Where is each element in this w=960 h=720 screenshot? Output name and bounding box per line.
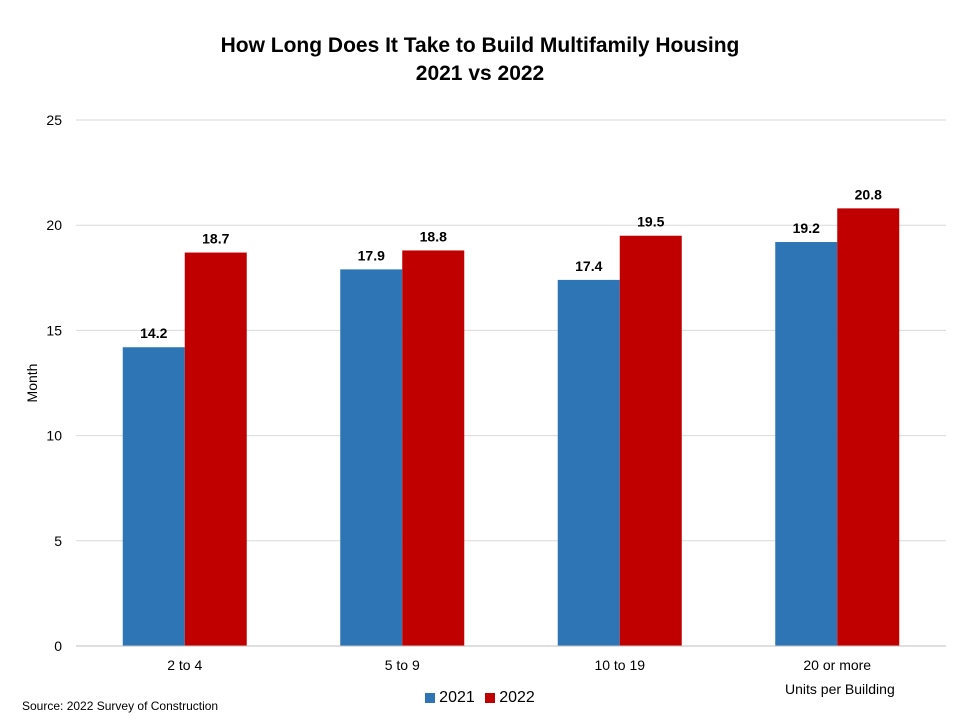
data-label: 14.2 [140, 325, 167, 341]
chart-title-line2: 2021 vs 2022 [415, 62, 545, 85]
chart-title-line1: How Long Does It Take to Build Multifami… [220, 34, 740, 57]
data-label: 18.8 [420, 228, 447, 244]
legend: 2021 2022 [0, 689, 960, 708]
legend-swatch-2022 [485, 693, 496, 703]
bar-2022 [402, 250, 465, 646]
data-label: 19.5 [637, 214, 664, 230]
y-tick-label: 10 [46, 428, 62, 444]
x-tick-label: 10 to 19 [594, 657, 645, 673]
x-tick-label: 20 or more [803, 657, 871, 673]
y-tick-label: 5 [54, 533, 62, 549]
data-label: 17.4 [575, 258, 602, 274]
y-tick-label: 0 [54, 638, 62, 654]
legend-swatch-2021 [425, 693, 436, 703]
y-tick-label: 20 [46, 217, 62, 233]
x-tick-label: 5 to 9 [385, 657, 420, 673]
x-tick-label: 2 to 4 [167, 657, 202, 673]
y-tick-label: 25 [46, 112, 62, 128]
bar-2022 [619, 235, 682, 646]
source-note: Source: 2022 Survey of Construction [22, 699, 219, 713]
legend-label-2022: 2022 [499, 689, 535, 706]
data-label: 18.7 [202, 231, 229, 247]
y-tick-label: 15 [46, 322, 62, 338]
bar-2021 [340, 269, 403, 646]
bar-2022 [837, 208, 900, 647]
legend-item-2022: 2022 [485, 689, 535, 707]
bar-2021 [775, 242, 838, 647]
data-label: 17.9 [358, 247, 385, 263]
data-label: 19.2 [793, 220, 820, 236]
bar-2021 [557, 279, 620, 646]
bar-2022 [184, 252, 247, 646]
data-label: 20.8 [855, 186, 882, 202]
bar-2021 [122, 347, 185, 646]
legend-label-2021: 2021 [439, 689, 475, 706]
legend-item-2021: 2021 [425, 689, 475, 707]
chart-title: How Long Does It Take to Build Multifami… [0, 32, 960, 88]
x-axis-label: Units per Building [785, 681, 895, 697]
